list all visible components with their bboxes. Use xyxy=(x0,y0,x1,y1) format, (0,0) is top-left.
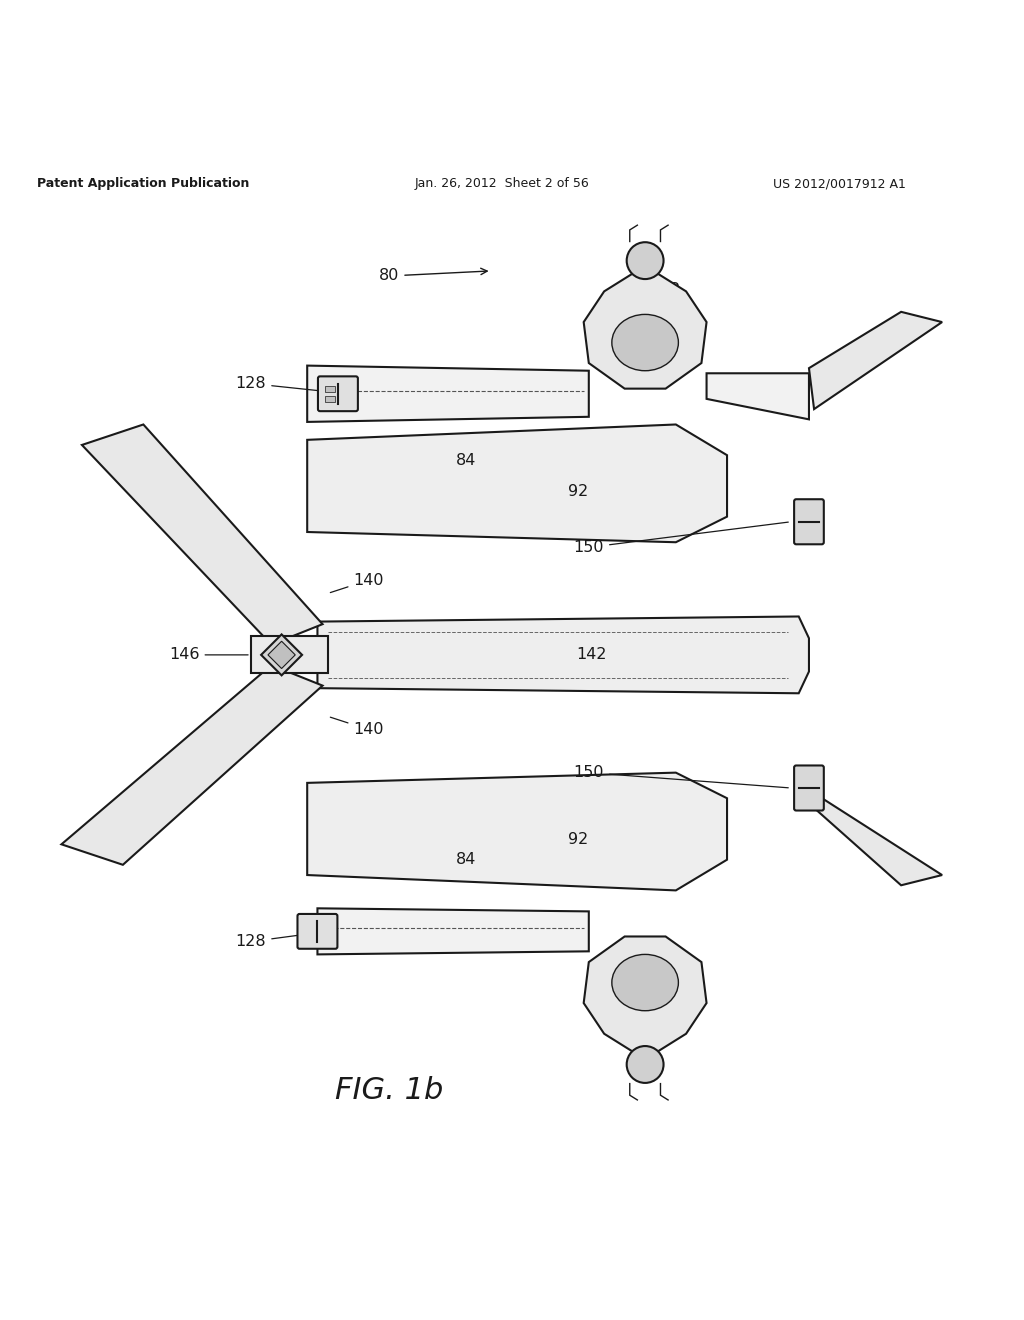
Text: 140: 140 xyxy=(331,573,384,593)
Text: 80: 80 xyxy=(379,268,487,284)
Text: 128: 128 xyxy=(236,932,325,949)
Text: 140: 140 xyxy=(331,717,384,737)
Bar xyxy=(326,385,336,392)
Text: 150: 150 xyxy=(573,523,788,554)
Polygon shape xyxy=(268,642,295,668)
Circle shape xyxy=(627,242,664,279)
Ellipse shape xyxy=(612,954,678,1011)
Bar xyxy=(326,396,336,403)
Text: d: d xyxy=(627,338,633,347)
Text: US 2012/0017912 A1: US 2012/0017912 A1 xyxy=(773,177,906,190)
Text: 92: 92 xyxy=(568,832,589,846)
Text: 128: 128 xyxy=(236,376,345,393)
Polygon shape xyxy=(307,772,727,891)
Text: Jan. 26, 2012  Sheet 2 of 56: Jan. 26, 2012 Sheet 2 of 56 xyxy=(415,177,589,190)
Polygon shape xyxy=(809,793,942,886)
Polygon shape xyxy=(707,374,809,420)
Text: 92: 92 xyxy=(568,483,589,499)
Ellipse shape xyxy=(612,314,678,371)
Text: Patent Application Publication: Patent Application Publication xyxy=(37,177,250,190)
Text: 84: 84 xyxy=(456,853,476,867)
Text: 142: 142 xyxy=(577,647,607,663)
Text: 82: 82 xyxy=(660,1023,681,1039)
Polygon shape xyxy=(317,616,809,693)
FancyBboxPatch shape xyxy=(317,376,358,411)
FancyBboxPatch shape xyxy=(795,766,824,810)
Text: 84: 84 xyxy=(456,453,476,467)
FancyBboxPatch shape xyxy=(297,913,338,949)
Polygon shape xyxy=(261,635,302,676)
FancyBboxPatch shape xyxy=(795,499,824,544)
Polygon shape xyxy=(61,665,323,865)
Polygon shape xyxy=(307,425,727,543)
Polygon shape xyxy=(584,265,707,388)
Text: FIG. 1b: FIG. 1b xyxy=(335,1076,443,1105)
Text: d: d xyxy=(657,978,664,987)
Text: 146: 146 xyxy=(169,647,248,663)
Polygon shape xyxy=(809,312,942,409)
Text: d: d xyxy=(657,338,664,347)
Polygon shape xyxy=(584,936,707,1060)
Polygon shape xyxy=(82,425,323,644)
Text: d: d xyxy=(627,978,633,987)
Text: 150: 150 xyxy=(573,766,788,788)
Text: 82: 82 xyxy=(660,281,681,297)
Polygon shape xyxy=(317,908,589,954)
Circle shape xyxy=(627,1045,664,1082)
Polygon shape xyxy=(251,636,328,673)
Polygon shape xyxy=(307,366,589,422)
